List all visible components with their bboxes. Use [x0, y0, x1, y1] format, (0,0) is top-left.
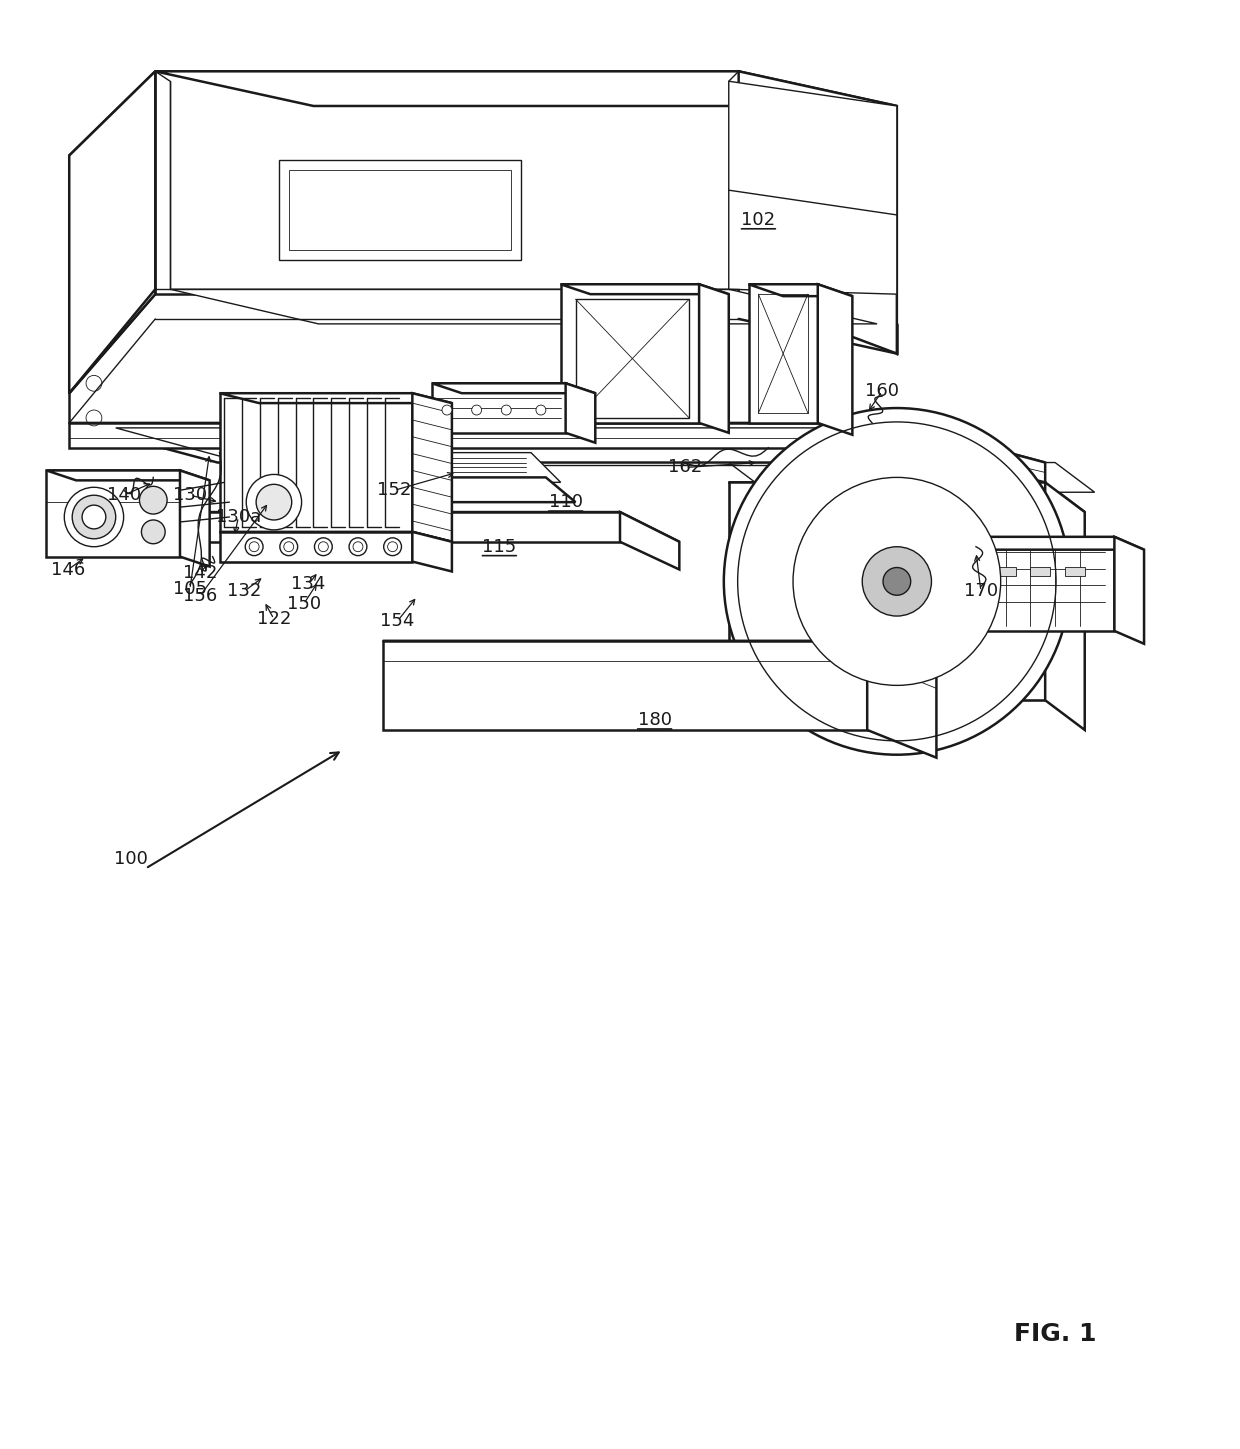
Polygon shape: [46, 471, 180, 556]
Polygon shape: [180, 471, 210, 567]
Circle shape: [64, 487, 124, 546]
Text: 142: 142: [182, 565, 217, 582]
Circle shape: [794, 477, 1001, 685]
Polygon shape: [1030, 567, 1050, 577]
Text: 122: 122: [257, 610, 291, 627]
Circle shape: [72, 496, 115, 539]
Text: 100: 100: [114, 849, 148, 868]
Text: 130: 130: [172, 487, 207, 504]
Polygon shape: [69, 71, 155, 393]
Polygon shape: [69, 423, 1045, 462]
Polygon shape: [219, 393, 451, 403]
Polygon shape: [46, 471, 210, 481]
Polygon shape: [69, 71, 155, 393]
Polygon shape: [383, 640, 936, 668]
Circle shape: [471, 406, 481, 414]
Polygon shape: [996, 567, 1016, 577]
Polygon shape: [1065, 567, 1085, 577]
Polygon shape: [219, 532, 413, 562]
Text: 110: 110: [548, 493, 583, 511]
Circle shape: [883, 568, 910, 596]
Text: 102: 102: [742, 212, 775, 229]
Text: 156: 156: [182, 587, 217, 606]
Text: 115: 115: [482, 538, 517, 556]
Polygon shape: [219, 532, 451, 542]
Circle shape: [536, 406, 546, 414]
Polygon shape: [560, 284, 699, 423]
Polygon shape: [205, 511, 620, 542]
Text: FIG. 1: FIG. 1: [1014, 1321, 1096, 1346]
Polygon shape: [1115, 536, 1145, 643]
Polygon shape: [565, 384, 595, 443]
Polygon shape: [1045, 483, 1085, 730]
Polygon shape: [739, 71, 897, 354]
Polygon shape: [620, 511, 680, 569]
Polygon shape: [383, 640, 867, 730]
Text: 160: 160: [866, 383, 899, 400]
Polygon shape: [729, 483, 1045, 700]
Circle shape: [350, 538, 367, 555]
Text: 154: 154: [381, 611, 414, 630]
Polygon shape: [749, 284, 852, 296]
Text: 134: 134: [291, 575, 326, 593]
Polygon shape: [699, 284, 729, 433]
Text: 105: 105: [172, 580, 207, 598]
Circle shape: [315, 538, 332, 555]
Polygon shape: [867, 640, 936, 758]
Polygon shape: [219, 393, 413, 532]
Polygon shape: [966, 536, 1145, 549]
Text: 140: 140: [107, 487, 140, 504]
Circle shape: [139, 487, 167, 514]
Polygon shape: [155, 71, 739, 294]
Polygon shape: [729, 483, 1085, 511]
Circle shape: [82, 506, 105, 529]
Text: 132: 132: [227, 582, 262, 600]
Circle shape: [280, 538, 298, 555]
Circle shape: [441, 406, 451, 414]
Text: 162: 162: [668, 458, 702, 477]
Polygon shape: [69, 423, 897, 448]
Polygon shape: [729, 81, 897, 294]
Polygon shape: [155, 71, 897, 106]
Polygon shape: [432, 384, 595, 393]
Circle shape: [383, 538, 402, 555]
Polygon shape: [749, 284, 817, 423]
Polygon shape: [170, 290, 877, 325]
Polygon shape: [205, 511, 680, 542]
Polygon shape: [729, 462, 1095, 493]
Circle shape: [247, 474, 301, 530]
Circle shape: [724, 409, 1070, 755]
Text: 180: 180: [637, 711, 672, 729]
Text: 150: 150: [286, 596, 321, 613]
Text: 130a: 130a: [216, 509, 260, 526]
Polygon shape: [413, 393, 451, 542]
Polygon shape: [817, 284, 852, 435]
Circle shape: [141, 520, 165, 543]
Circle shape: [246, 538, 263, 555]
Polygon shape: [897, 423, 1045, 483]
Polygon shape: [279, 161, 521, 259]
Polygon shape: [289, 171, 511, 249]
Text: 170: 170: [963, 582, 998, 600]
Text: 152: 152: [377, 481, 412, 500]
Polygon shape: [299, 477, 575, 503]
Polygon shape: [304, 452, 560, 483]
Polygon shape: [432, 384, 565, 433]
Polygon shape: [413, 532, 451, 571]
Text: 146: 146: [51, 561, 86, 578]
Polygon shape: [966, 536, 1115, 630]
Circle shape: [257, 484, 291, 520]
Circle shape: [862, 546, 931, 616]
Polygon shape: [560, 284, 729, 294]
Circle shape: [501, 406, 511, 414]
